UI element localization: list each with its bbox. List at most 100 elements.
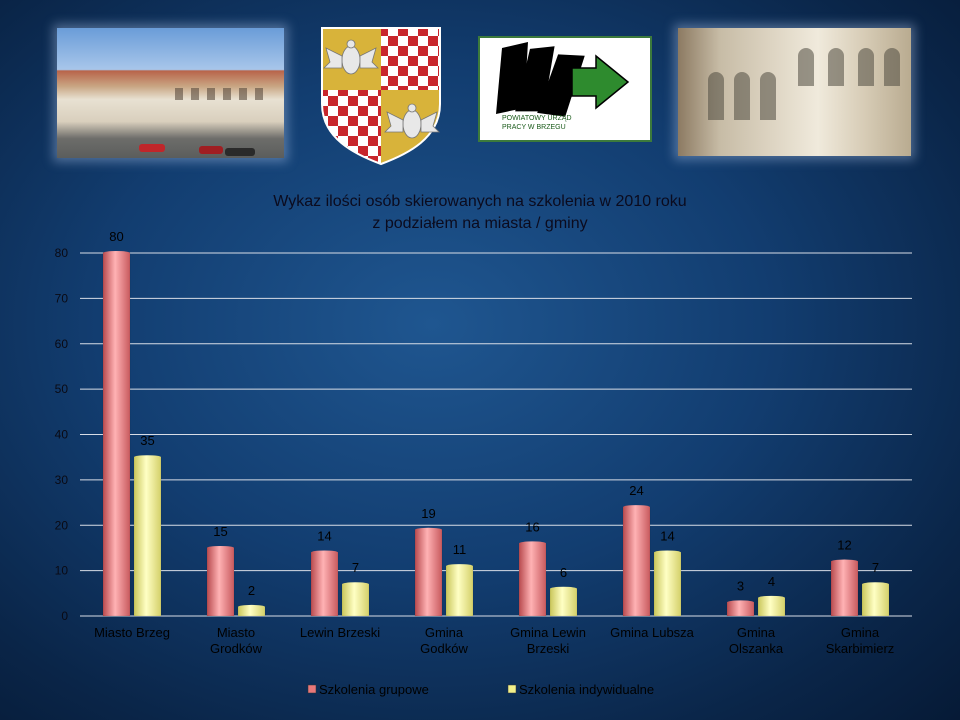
y-tick-label: 30 bbox=[55, 473, 69, 487]
window-shape bbox=[239, 88, 247, 100]
y-tick-label: 20 bbox=[55, 518, 69, 532]
data-label: 16 bbox=[525, 519, 539, 534]
window-shape bbox=[255, 88, 263, 100]
data-label: 12 bbox=[837, 538, 851, 553]
data-label: 19 bbox=[421, 506, 435, 521]
bar-grupowe bbox=[622, 506, 651, 617]
x-tick-label: Grodków bbox=[210, 641, 263, 656]
window-shape bbox=[207, 88, 215, 100]
x-tick-label: Gmina bbox=[841, 625, 880, 640]
eagle-icon bbox=[384, 103, 440, 139]
bar-cap bbox=[342, 582, 369, 587]
arch-shape bbox=[734, 72, 750, 120]
data-label: 15 bbox=[213, 524, 227, 539]
bar-cap bbox=[550, 586, 577, 591]
bar-indywidualne bbox=[861, 583, 890, 617]
bar-indywidualne bbox=[653, 552, 682, 617]
arch-shape bbox=[798, 48, 814, 86]
arch-shape bbox=[858, 48, 874, 86]
bar-grupowe bbox=[414, 529, 443, 617]
bar-cap bbox=[862, 582, 889, 587]
bar-cap bbox=[654, 550, 681, 555]
bar-cap bbox=[831, 559, 858, 564]
y-axis-ticks: 0 10 20 30 40 50 60 70 80 bbox=[55, 246, 69, 623]
data-label: 2 bbox=[248, 583, 255, 598]
window-shape bbox=[175, 88, 183, 100]
data-label: 11 bbox=[453, 542, 467, 557]
legend-label: Szkolenia indywidualne bbox=[519, 682, 654, 697]
bar-indywidualne bbox=[133, 456, 162, 617]
y-tick-label: 10 bbox=[55, 564, 69, 578]
x-tick-label: Skarbimierz bbox=[826, 641, 895, 656]
bar-grupowe bbox=[726, 602, 755, 617]
car-shape bbox=[225, 148, 255, 156]
x-tick-label: Olszanka bbox=[729, 641, 784, 656]
arch-shape bbox=[884, 48, 900, 86]
x-tick-label: Brzeski bbox=[527, 641, 570, 656]
data-label: 6 bbox=[560, 565, 567, 580]
gridlines bbox=[80, 252, 912, 617]
bar-grupowe bbox=[518, 543, 547, 617]
bar-cap bbox=[207, 545, 234, 550]
x-tick-label: Gmina Lubsza bbox=[610, 625, 695, 640]
x-tick-label: Godków bbox=[420, 641, 468, 656]
bar-grupowe bbox=[206, 547, 235, 617]
y-tick-label: 70 bbox=[55, 291, 69, 305]
bar-indywidualne bbox=[757, 597, 786, 617]
x-tick-label: Miasto bbox=[217, 625, 255, 640]
bar-indywidualne bbox=[445, 565, 474, 617]
legend: Szkolenia grupowe Szkolenia indywidualne bbox=[307, 682, 654, 697]
y-tick-label: 40 bbox=[55, 428, 69, 442]
bar-cap bbox=[623, 505, 650, 510]
car-shape bbox=[199, 146, 223, 154]
bar-cap bbox=[519, 541, 546, 546]
data-label: 7 bbox=[352, 560, 359, 575]
bar-cap bbox=[446, 564, 473, 569]
y-tick-label: 50 bbox=[55, 382, 69, 396]
bar-indywidualne bbox=[549, 588, 578, 617]
data-label: 4 bbox=[768, 574, 775, 589]
data-label: 14 bbox=[317, 528, 331, 543]
arch-shape bbox=[760, 72, 776, 120]
y-tick-label: 60 bbox=[55, 337, 69, 351]
bar-cap bbox=[103, 251, 130, 255]
labour-office-logo: POWIATOWY URZĄD PRACY W BRZEGU bbox=[478, 36, 652, 142]
x-tick-label: Gmina bbox=[737, 625, 776, 640]
data-label: 7 bbox=[872, 560, 879, 575]
x-tick-label: Miasto Brzeg bbox=[94, 625, 170, 640]
data-label: 3 bbox=[737, 578, 744, 593]
y-tick-label: 0 bbox=[61, 609, 68, 623]
data-labels: 80 35 15 2 14 7 19 11 16 6 24 14 3 4 12 7 bbox=[109, 229, 879, 598]
coat-of-arms-emblem bbox=[321, 27, 441, 166]
eagle-icon bbox=[323, 39, 379, 75]
data-label: 24 bbox=[629, 483, 643, 498]
window-shape bbox=[191, 88, 199, 100]
bar-indywidualne bbox=[341, 583, 370, 617]
legend-swatch bbox=[507, 684, 517, 694]
bars bbox=[102, 251, 890, 617]
window-shape bbox=[223, 88, 231, 100]
data-label: 80 bbox=[109, 229, 123, 244]
chart-title: Wykaz ilości osób skierowanych na szkole… bbox=[273, 193, 686, 210]
logo-graphic bbox=[496, 42, 630, 117]
bar-cap bbox=[311, 550, 338, 555]
y-tick-label: 80 bbox=[55, 246, 69, 260]
chart-subtitle: z podziałem na miasta / gminy bbox=[372, 215, 587, 232]
legend-swatch bbox=[307, 684, 317, 694]
logo-caption: POWIATOWY URZĄD PRACY W BRZEGU bbox=[502, 115, 572, 131]
town-hall-photo bbox=[57, 28, 284, 158]
castle-courtyard-photo bbox=[678, 28, 911, 156]
x-tick-label: Gmina bbox=[425, 625, 464, 640]
data-label: 14 bbox=[660, 528, 674, 543]
bar-grupowe bbox=[102, 252, 131, 617]
bar-cap bbox=[134, 455, 161, 460]
data-label: 35 bbox=[140, 433, 154, 448]
legend-label: Szkolenia grupowe bbox=[319, 682, 429, 697]
bar-cap bbox=[238, 604, 265, 609]
car-shape bbox=[139, 144, 165, 152]
x-tick-label: Lewin Brzeski bbox=[300, 625, 380, 640]
bar-cap bbox=[758, 595, 785, 600]
arch-shape bbox=[708, 72, 724, 120]
